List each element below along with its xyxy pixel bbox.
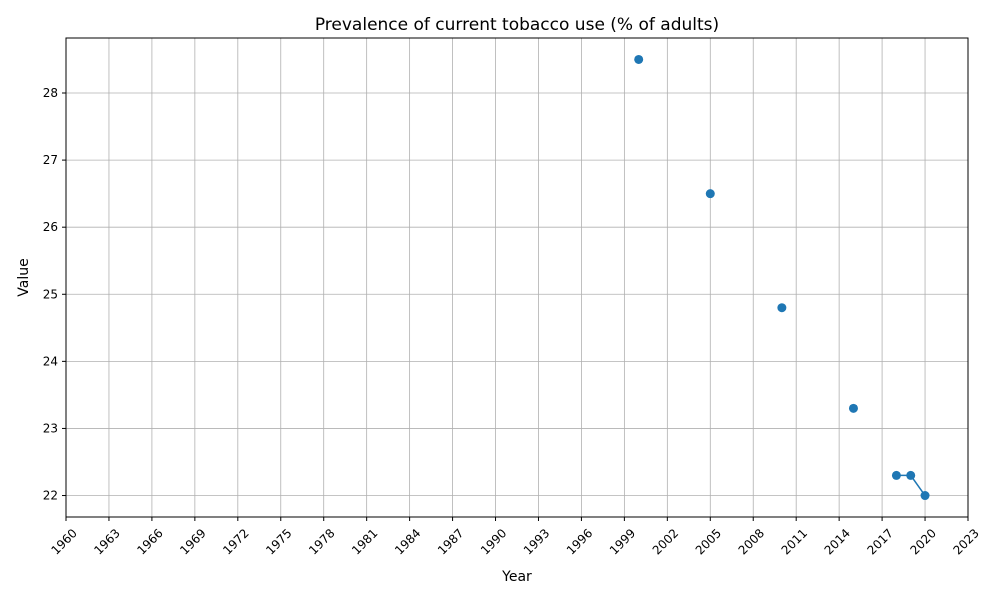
- x-tick-label: 2023: [950, 526, 981, 557]
- x-tick-label: 1990: [478, 526, 509, 557]
- y-tick-label: 26: [43, 220, 58, 234]
- grid-layer: [65, 38, 969, 517]
- x-tick-label: 1996: [564, 526, 595, 557]
- x-tick-label: 1960: [48, 526, 79, 557]
- data-point: [705, 189, 715, 199]
- x-tick-label: 2011: [779, 526, 810, 557]
- y-tick-label: 22: [43, 489, 58, 503]
- y-tick-label: 23: [43, 421, 58, 435]
- plot-frame: [65, 37, 969, 518]
- x-tick-label: 2008: [736, 526, 767, 557]
- y-tick-label: 27: [43, 153, 58, 167]
- x-tick-label: 2002: [650, 526, 681, 557]
- x-tick-label: 2020: [907, 526, 938, 557]
- x-tick-label: 2017: [865, 526, 896, 557]
- x-tick-label: 1984: [392, 526, 423, 557]
- y-tick-label: 28: [43, 86, 58, 100]
- data-point: [634, 54, 644, 64]
- x-tick-label: 1993: [521, 526, 552, 557]
- x-tick-label: 1963: [91, 526, 122, 557]
- x-tick-label: 1999: [607, 526, 638, 557]
- data-point: [891, 470, 901, 480]
- x-tick-label: 1972: [220, 526, 251, 557]
- series-layer: [634, 54, 930, 501]
- data-point: [848, 403, 858, 413]
- x-tick-label: 1987: [435, 526, 466, 557]
- data-point: [906, 470, 916, 480]
- x-tick-label: 2005: [693, 526, 724, 557]
- x-tick-label: 1969: [177, 526, 208, 557]
- y-tick-label: 24: [43, 354, 58, 368]
- y-axis-label: Value: [16, 258, 32, 296]
- chart-title: Prevalence of current tobacco use (% of …: [315, 15, 719, 35]
- ticks-layer: 1960 1963 1966 1969 1972 1975 1978 1981 1984 1987…: [43, 86, 982, 557]
- x-tick-label: 1981: [349, 526, 380, 557]
- y-tick-label: 25: [43, 287, 58, 301]
- x-tick-label: 1978: [306, 526, 337, 557]
- x-tick-label: 1966: [134, 526, 165, 557]
- x-tick-label: 2014: [822, 526, 853, 557]
- data-point: [777, 303, 787, 313]
- x-axis-label: Year: [501, 569, 532, 585]
- data-point: [920, 491, 930, 501]
- x-tick-label: 1975: [263, 526, 294, 557]
